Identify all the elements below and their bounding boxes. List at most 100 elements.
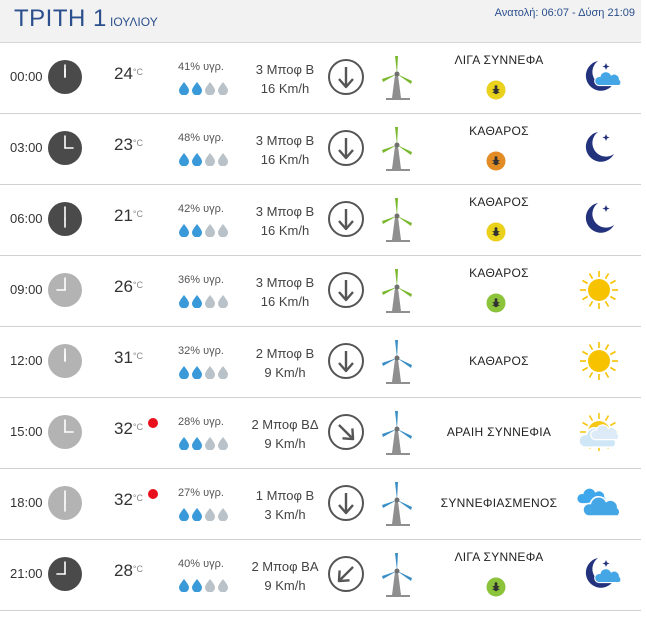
sky-condition: ΚΑΘΑΡΟΣ — [469, 124, 529, 138]
forecast-time: 00:00 — [10, 69, 43, 84]
hourly-forecast-list: 00:00 24°C 41% υγρ. 3 Μποφ Β 16 Km/h ΛΙΓΑ ΣΥΝ… — [0, 43, 641, 611]
temperature: 32°C — [114, 419, 143, 439]
wind-direction-arrow-icon — [327, 129, 365, 167]
wind-beaufort: 3 Μποφ Β — [255, 275, 315, 290]
wind-direction-arrow-icon — [327, 555, 365, 593]
humidity-drops-icon — [178, 507, 232, 522]
temperature-unit: °C — [132, 138, 144, 148]
forecast-time: 03:00 — [10, 140, 43, 155]
sky-condition: ΣΥΝΝΕΦΙΑΣΜΕΝΟΣ — [440, 496, 558, 510]
sun-weather-icon — [576, 339, 622, 383]
temperature-unit: °C — [132, 564, 144, 574]
sun-cloud-weather-icon — [576, 410, 622, 454]
wind-turbine-icon — [378, 266, 418, 314]
sun-weather-icon — [576, 268, 622, 312]
mosquito-index-icon — [486, 151, 506, 171]
wind-beaufort: 2 Μποφ ΒΔ — [251, 417, 319, 432]
wind-beaufort: 3 Μποφ Β — [255, 204, 315, 219]
forecast-time: 21:00 — [10, 566, 43, 581]
humidity-drops-icon — [178, 294, 232, 309]
forecast-row: 18:00 32°C 27% υγρ. 1 Μποφ Β 3 Km/h ΣΥΝΝΕΦΙΑΣ… — [0, 469, 641, 540]
humidity-text: 27% υγρ. — [178, 487, 224, 499]
day-clock-icon — [47, 414, 83, 450]
temperature-value: 32 — [114, 419, 133, 438]
humidity-drops-icon — [178, 436, 232, 451]
night-clock-icon — [47, 556, 83, 592]
wind-info: 2 Μποφ ΒΔ 9 Km/h — [250, 415, 320, 453]
wind-speed: 16 Km/h — [260, 152, 310, 167]
moon-weather-icon — [576, 197, 622, 241]
moon-cloud-weather-icon — [576, 55, 622, 99]
forecast-time: 06:00 — [10, 211, 43, 226]
sky-condition: ΚΑΘΑΡΟΣ — [469, 354, 529, 368]
day-clock-icon — [47, 343, 83, 379]
wind-speed: 9 Km/h — [264, 578, 306, 593]
sunrise-sunset: Ανατολή: 06:07 - Δύση 21:09 — [494, 7, 635, 19]
forecast-row: 21:00 28°C 40% υγρ. 2 Μποφ ΒΑ 9 Km/h ΛΙΓΑ ΣΥΝ… — [0, 540, 641, 611]
wind-beaufort: 2 Μποφ ΒΑ — [251, 559, 319, 574]
mosquito-index-icon — [486, 222, 506, 242]
temperature-value: 23 — [114, 135, 133, 154]
temperature-unit: °C — [132, 351, 144, 361]
forecast-row: 06:00 21°C 42% υγρ. 3 Μποφ Β 16 Km/h ΚΑΘΑΡΟΣ — [0, 185, 641, 256]
night-clock-icon — [47, 59, 83, 95]
humidity-drops-icon — [178, 81, 232, 96]
wind-turbine-icon — [378, 550, 418, 598]
humidity-drops-icon — [178, 365, 232, 380]
day-clock-icon — [47, 272, 83, 308]
temperature: 28°C — [114, 561, 143, 581]
humidity-text: 40% υγρ. — [178, 558, 224, 570]
forecast-row: 03:00 23°C 48% υγρ. 3 Μποφ Β 16 Km/h ΚΑΘΑΡΟΣ — [0, 114, 641, 185]
temperature-value: 28 — [114, 561, 133, 580]
sky-condition: ΚΑΘΑΡΟΣ — [469, 266, 529, 280]
temperature-unit: °C — [132, 209, 144, 219]
wind-info: 2 Μποφ ΒΑ 9 Km/h — [250, 557, 320, 595]
temperature-value: 26 — [114, 277, 133, 296]
humidity-drops-icon — [178, 223, 232, 238]
night-clock-icon — [47, 130, 83, 166]
humidity-text: 36% υγρ. — [178, 274, 224, 286]
temperature-unit: °C — [132, 280, 144, 290]
wind-direction-arrow-icon — [327, 200, 365, 238]
wind-beaufort: 3 Μποφ Β — [255, 62, 315, 77]
night-clock-icon — [47, 201, 83, 237]
sky-condition: ΛΙΓΑ ΣΥΝΝΕΦΑ — [454, 550, 544, 564]
sky-condition: ΑΡΑΙΗ ΣΥΝΝΕΦΙΑ — [446, 425, 552, 439]
day-header: ΤΡΙΤΗ 1 ΙΟΥΛΙΟΥ Ανατολή: 06:07 - Δύση 21… — [0, 0, 641, 43]
temperature: 21°C — [114, 206, 143, 226]
forecast-row: 09:00 26°C 36% υγρ. 3 Μποφ Β 16 Km/h ΚΑΘΑΡΟΣ — [0, 256, 641, 327]
heat-warning-dot-icon — [148, 418, 158, 428]
forecast-row: 00:00 24°C 41% υγρ. 3 Μποφ Β 16 Km/h ΛΙΓΑ ΣΥΝ… — [0, 43, 641, 114]
wind-speed: 16 Km/h — [260, 223, 310, 238]
wind-info: 3 Μποφ Β 16 Km/h — [250, 60, 320, 98]
forecast-row: 12:00 31°C 32% υγρ. 2 Μποφ Β 9 Km/h ΚΑΘΑΡΟΣ — [0, 327, 641, 398]
wind-direction-arrow-icon — [327, 484, 365, 522]
wind-turbine-icon — [378, 337, 418, 385]
mosquito-index-icon — [486, 293, 506, 313]
wind-speed: 9 Km/h — [264, 436, 306, 451]
temperature: 23°C — [114, 135, 143, 155]
wind-info: 1 Μποφ Β 3 Km/h — [250, 486, 320, 524]
mosquito-index-icon — [486, 80, 506, 100]
wind-turbine-icon — [378, 124, 418, 172]
temperature-unit: °C — [132, 493, 144, 503]
forecast-time: 12:00 — [10, 353, 43, 368]
sky-condition: ΚΑΘΑΡΟΣ — [469, 195, 529, 209]
heat-warning-dot-icon — [148, 489, 158, 499]
day-month: ΙΟΥΛΙΟΥ — [110, 15, 158, 29]
wind-speed: 3 Km/h — [264, 507, 306, 522]
temperature-value: 32 — [114, 490, 133, 509]
mosquito-index-icon — [486, 577, 506, 597]
wind-speed: 9 Km/h — [264, 365, 306, 380]
temperature: 26°C — [114, 277, 143, 297]
humidity-text: 32% υγρ. — [178, 345, 224, 357]
sky-condition: ΛΙΓΑ ΣΥΝΝΕΦΑ — [454, 53, 544, 67]
humidity-text: 41% υγρ. — [178, 61, 224, 73]
humidity-text: 42% υγρ. — [178, 203, 224, 215]
temperature: 31°C — [114, 348, 143, 368]
forecast-time: 18:00 — [10, 495, 43, 510]
temperature-unit: °C — [132, 422, 144, 432]
humidity-text: 28% υγρ. — [178, 416, 224, 428]
forecast-time: 09:00 — [10, 282, 43, 297]
temperature-value: 24 — [114, 64, 133, 83]
